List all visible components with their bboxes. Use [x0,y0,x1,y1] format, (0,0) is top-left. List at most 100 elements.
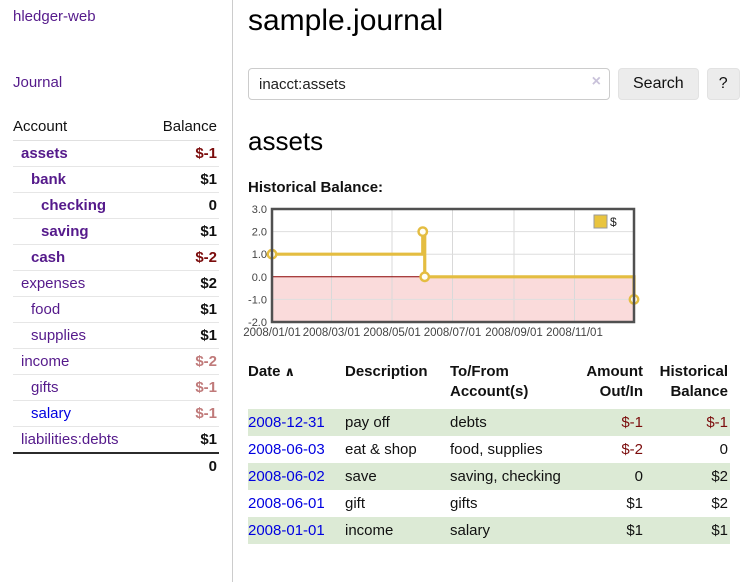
transaction-row: 2008-06-01 gift gifts $1 $2 [248,490,730,517]
transaction-description-cell: save [345,467,377,485]
sidebar-account-link-checking[interactable]: checking [41,197,107,214]
transaction-date-cell: 2008-06-03 [248,436,345,463]
register-body: 2008-12-31 pay off debts $-1 $-1 2008-06-03 ea… [248,408,730,544]
transaction-balance-cell: 0 [719,440,728,458]
sidebar-col-account: Account [13,115,148,141]
account-heading: assets [248,126,324,156]
transaction-balance-cell: $-1 [706,413,728,431]
page-title: sample.journal [248,4,444,37]
nav-journal-link[interactable]: Journal [13,74,63,91]
sidebar-account-row: liabilities:debts $1 [13,426,219,454]
transaction-date-cell: 2008-06-02 [248,463,345,490]
transaction-date-link[interactable]: 2008-12-31 [248,413,325,431]
historical-balance-chart: $3.0 2.0 1.0 0.0 -1.0 -2.0 2008/01/01 2008/03/0… [242,203,740,343]
chart-title-label: Historical Balance: [248,179,384,196]
sidebar-total-row: 0 [13,452,219,479]
transaction-date-cell: 2008-06-01 [248,490,345,517]
sidebar-account-row: cash $-2 [13,244,219,271]
register-col-date[interactable]: Date ∧ [248,363,296,380]
sidebar-account-link-food[interactable]: food [31,301,61,318]
transaction-amount-cell: $-1 [621,413,643,431]
sidebar-account-row: saving $1 [13,218,219,245]
transaction-date-cell: 2008-01-01 [248,517,345,544]
search-button[interactable]: Search [618,68,699,100]
transaction-accounts-cell: saving, checking [450,467,561,485]
svg-text:1.0: 1.0 [252,249,267,261]
sidebar-account-link-income[interactable]: income [21,353,70,370]
sort-asc-icon: ∧ [284,364,296,379]
transaction-row: 2008-01-01 income salary $1 $1 [248,516,730,544]
sidebar-account-link-bank[interactable]: bank [31,171,67,188]
register-col-description: Description [345,363,428,380]
transaction-description-cell: pay off [345,413,390,431]
transaction-description-cell: eat & shop [345,440,417,458]
search-input[interactable] [248,68,610,100]
app-brand-link[interactable]: hledger-web [13,8,96,25]
sidebar-account-link-salary[interactable]: salary [31,405,72,422]
register-col-balance: Historical Balance [659,363,728,401]
register-col-amount: Amount Out/In [586,363,643,401]
sidebar-account-balance: $-2 [147,348,219,375]
sidebar-account-link-gifts[interactable]: gifts [31,379,59,396]
sidebar-col-balance: Balance [147,115,219,141]
transaction-row: 2008-06-02 save saving, checking 0 $2 [248,462,730,490]
register-table: Date ∧ Description To/From Account(s) Amou… [248,360,730,544]
sidebar-account-balance: $1 [147,322,219,349]
main-content: sample.journal × Search ? assets Histori… [233,0,742,582]
transaction-accounts-cell: salary [450,521,491,539]
sidebar-account-row: supplies $1 [13,322,219,349]
transaction-date-cell: 2008-12-31 [248,409,345,436]
transaction-amount-cell: 0 [634,467,643,485]
register-header-row: Date ∧ Description To/From Account(s) Amou… [248,360,730,409]
transaction-row: 2008-12-31 pay off debts $-1 $-1 [248,408,730,436]
sidebar-account-row: salary $-1 [13,400,219,427]
transaction-row: 2008-06-03 eat & shop food, supplies $-2 0 [248,436,730,463]
sidebar-account-link-expenses[interactable]: expenses [21,275,86,292]
transaction-description-cell: gift [345,494,366,512]
transaction-date-link[interactable]: 2008-06-03 [248,440,325,458]
sidebar-account-balance: $1 [147,166,219,193]
transaction-accounts-cell: food, supplies [450,440,543,458]
sidebar-account-balance: $1 [147,218,219,245]
sidebar-account-link-cash[interactable]: cash [31,249,66,266]
transaction-accounts-cell: gifts [450,494,478,512]
sidebar-account-row: bank $1 [13,166,219,193]
transaction-balance-cell: $1 [711,521,728,539]
sidebar-account-link-supplies[interactable]: supplies [31,327,87,344]
sidebar-account-link-liabilities-debts[interactable]: liabilities:debts [21,431,119,448]
transaction-date-link[interactable]: 2008-06-02 [248,467,325,485]
sidebar-account-balance: 0 [147,192,219,219]
transaction-date-link[interactable]: 2008-06-01 [248,494,325,512]
svg-text:2008/01/01: 2008/01/01 [243,327,301,339]
register-col-accounts: To/From Account(s) [450,363,529,401]
svg-text:2.0: 2.0 [252,227,267,239]
transaction-amount-cell: $1 [626,494,643,512]
sidebar-account-row: gifts $-1 [13,374,219,401]
svg-text:-1.0: -1.0 [248,294,267,306]
search-form: × Search ? [248,68,740,100]
sidebar-account-balance: $-1 [147,374,219,401]
sidebar: hledger-web Journal Account Balance asse… [0,0,233,582]
sidebar-account-balance: $-1 [147,400,219,427]
svg-text:2008/05/01: 2008/05/01 [363,327,421,339]
svg-text:2008/11/01: 2008/11/01 [546,327,603,339]
sidebar-accounts-table: Account Balance assets $-1 bank $1 checking 0… [13,115,219,479]
transaction-balance-cell: $2 [711,467,728,485]
sidebar-account-balance: $1 [147,296,219,323]
svg-text:0.0: 0.0 [252,272,267,284]
help-button[interactable]: ? [706,68,740,100]
sidebar-accounts-body: assets $-1 bank $1 checking 0 saving $1 cash $-2 e… [13,140,219,454]
sidebar-account-balance: $2 [147,270,219,297]
transaction-date-link[interactable]: 2008-01-01 [248,521,325,539]
sidebar-account-row: expenses $2 [13,270,219,297]
sidebar-account-row: assets $-1 [13,140,219,167]
sidebar-account-link-saving[interactable]: saving [41,223,89,240]
sidebar-account-balance: $1 [147,426,219,454]
clear-search-icon[interactable]: × [591,73,601,90]
sidebar-account-link-assets[interactable]: assets [21,145,68,162]
transaction-amount-cell: $-2 [621,440,643,458]
sidebar-account-row: income $-2 [13,348,219,375]
svg-text:-2.0: -2.0 [248,317,267,329]
sidebar-account-row: checking 0 [13,192,219,219]
sidebar-account-balance: $-1 [147,140,219,167]
